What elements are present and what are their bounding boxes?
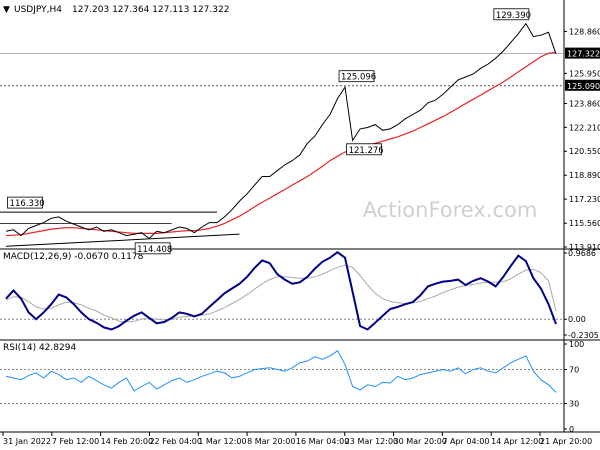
symbol-label: USDJPY,H4 [14, 5, 62, 15]
price-tick-label: 122.210 [569, 123, 600, 132]
price-tick-label: 117.230 [569, 195, 600, 204]
price-tick-label: 120.550 [569, 147, 600, 156]
price-tick-label: 125.950 [569, 69, 600, 78]
rsi-title: RSI(14) 42.8294 [3, 343, 76, 353]
macd-tick-label: -0.2305 [568, 331, 599, 340]
time-tick-label: 8 Mar 20:00 [247, 437, 295, 446]
time-tick-label: 14 Apr 12:00 [491, 437, 543, 446]
level-tag-box [565, 79, 600, 91]
price-line [5, 22, 557, 240]
price-tick-label: 113.910 [569, 243, 600, 252]
current-price-tag [565, 47, 600, 59]
rsi-panel[interactable]: 100 70 30 0 [0, 340, 584, 434]
time-tick-label: 22 Feb 04:00 [149, 437, 201, 446]
time-tick-label: 31 Jan 2022 [3, 437, 51, 446]
price-panel[interactable]: 128.860 125.950 123.860 122.210 120.550 118.8… [0, 8, 600, 255]
time-tick-label: 7 Feb 12:00 [52, 437, 99, 446]
price-annotation-label: 116.330 [10, 199, 45, 209]
price-annotation-label: 125.096 [341, 73, 376, 83]
macd-tick-label: 0.9686 [568, 249, 596, 258]
time-tick-label: 14 Feb 20:00 [101, 437, 153, 446]
price-annotation-box [338, 70, 375, 83]
price-annotation-label: 129.390 [496, 11, 531, 21]
time-tick-label: 21 Apr 20:00 [540, 437, 592, 446]
price-annotation-box [134, 242, 171, 255]
macd-title: MACD(12,26,9) -0.0670 0.1178 [3, 252, 144, 262]
price-annotation-label: 114.408 [137, 245, 172, 255]
time-tick-label: 30 Mar 20:00 [394, 437, 447, 446]
moving-average-line [5, 51, 557, 237]
macd-line [5, 250, 557, 331]
rsi-line [5, 350, 557, 393]
price-tick-label: 118.890 [569, 171, 600, 180]
dropdown-arrow-icon[interactable]: ▼ [3, 5, 10, 15]
rsi-tick-label: 70 [569, 366, 579, 375]
rsi-tick-label: 100 [569, 340, 584, 349]
rsi-tick-label: 0 [569, 425, 574, 434]
trend-line [5, 233, 240, 247]
price-tick-label: 128.860 [569, 27, 600, 36]
time-tick-label: 16 Mar 04:00 [296, 437, 349, 446]
price-annotation-box [493, 8, 530, 21]
time-tick-label: 23 Mar 12:00 [345, 437, 398, 446]
panel-frames [0, 0, 600, 433]
ohlc-readout: 127.203 127.364 127.113 127.322 [72, 5, 229, 15]
time-tick-label: 7 Apr 04:00 [442, 437, 489, 446]
current-price-label: 127.322 [567, 50, 600, 59]
price-annotation-box [7, 196, 43, 209]
watermark: ActionForex.com [363, 198, 538, 222]
rsi-tick-label: 30 [569, 400, 579, 409]
price-tick-label: 123.860 [569, 100, 600, 109]
price-tick-label: 115.560 [569, 219, 600, 228]
time-tick-label: 1 Mar 12:00 [198, 437, 246, 446]
price-annotation-box [346, 143, 382, 156]
level-tag-label: 125.090 [567, 82, 600, 91]
price-annotation-label: 121.276 [349, 146, 384, 156]
macd-tick-label: 0.00 [568, 315, 586, 324]
macd-panel[interactable]: 0.9686 0.00 -0.2305 [0, 249, 599, 340]
